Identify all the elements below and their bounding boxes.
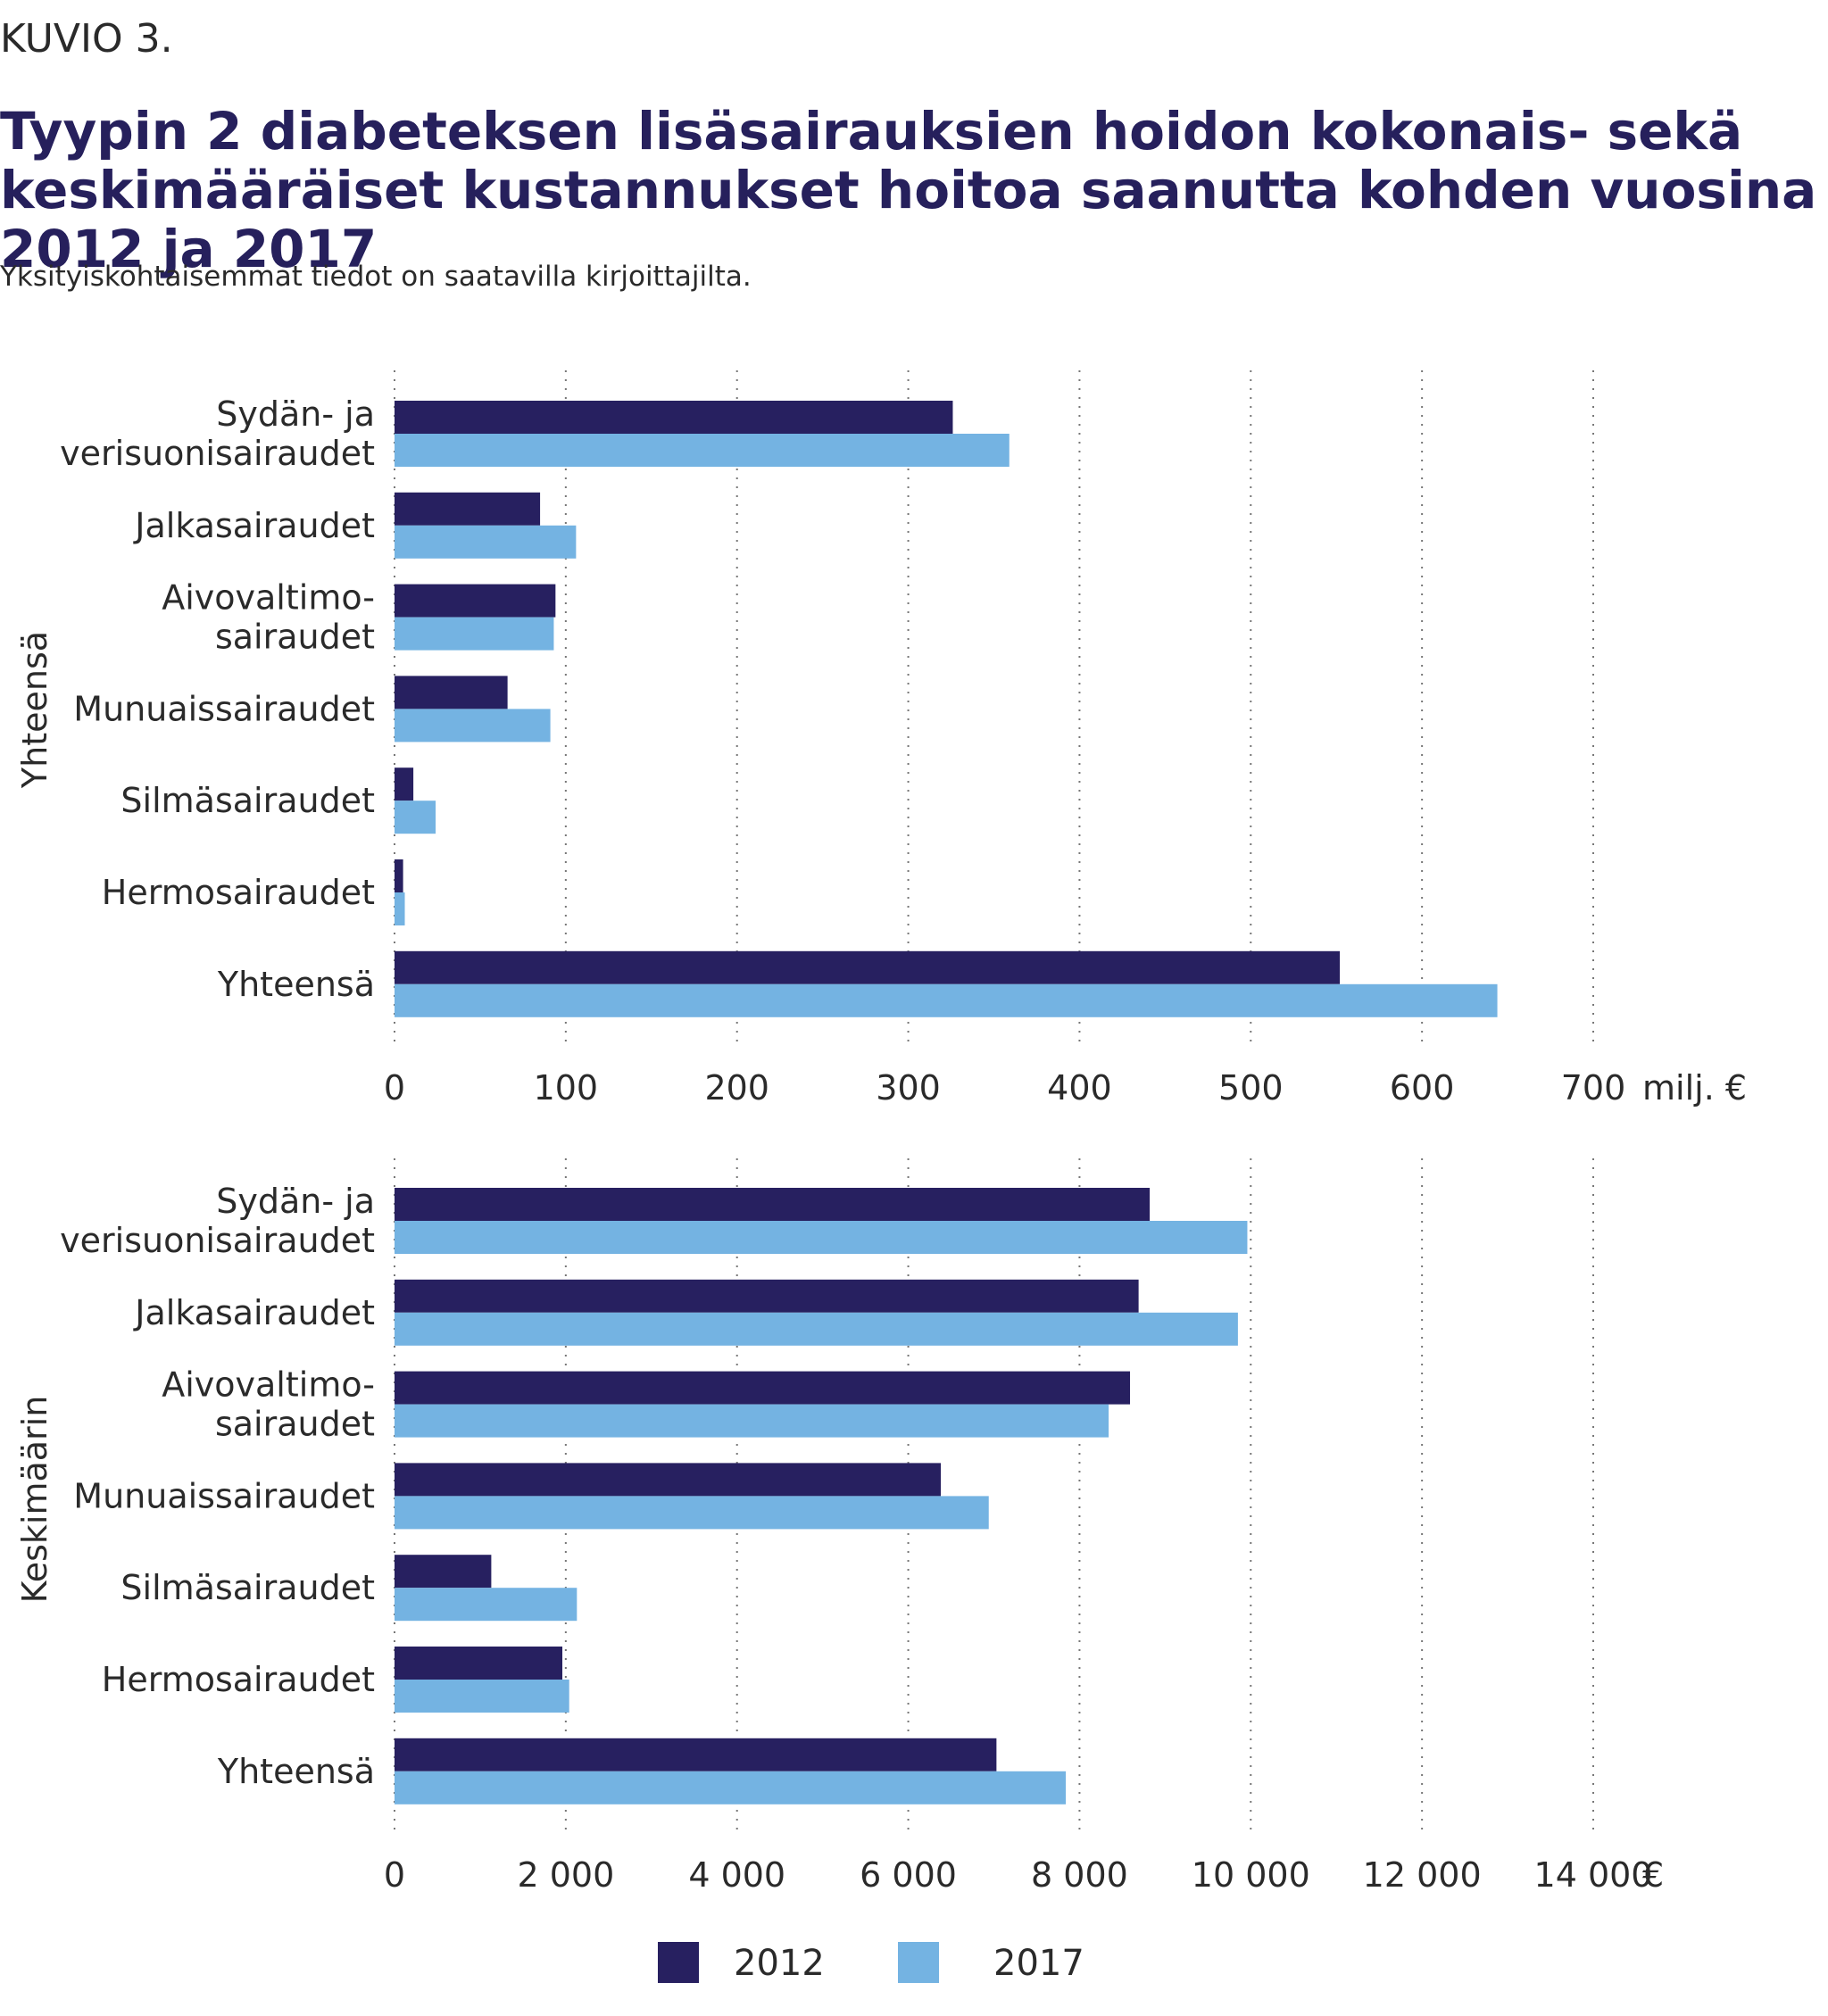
x-tick-label: 2 000	[517, 1855, 614, 1895]
legend-swatch-2012	[658, 1942, 699, 1983]
x-tick-label: 700	[1561, 1068, 1626, 1108]
legend-swatch-2017	[898, 1942, 939, 1983]
x-tick-label: 6 000	[860, 1855, 957, 1895]
category-label: Silmäsairaudet	[120, 781, 375, 820]
bar-2012	[395, 1371, 1131, 1405]
bar-2012	[395, 492, 541, 526]
category-label: Sydän- ja	[216, 1182, 375, 1221]
x-tick-label: 8 000	[1031, 1855, 1128, 1895]
bar-2012	[395, 584, 556, 618]
figure-label: KUVIO 3.	[0, 16, 173, 62]
x-tick-label: 0	[384, 1855, 405, 1895]
x-unit-label: milj. €	[1642, 1068, 1747, 1108]
category-label: Sydän- ja	[216, 394, 375, 434]
chart-subtitle: Yksityiskohtaisemmat tiedot on saatavill…	[0, 261, 752, 293]
panel-total-costs: 0 100 200 300 400 500 600 700 milj. € Yhteensä Syd…	[15, 370, 1747, 1108]
x-tick-label: 300	[876, 1068, 941, 1108]
x-tick-label: 4 000	[688, 1855, 785, 1895]
legend: 2012 2017	[658, 1942, 1084, 1984]
category-label: Hermosairaudet	[102, 873, 375, 912]
x-tick-label: 200	[704, 1068, 769, 1108]
bar-2012	[395, 1555, 492, 1589]
bar-2017	[395, 1588, 577, 1622]
bar-2012	[395, 950, 1341, 984]
x-tick-label: 0	[384, 1068, 405, 1108]
bar-2017	[395, 1496, 989, 1530]
category-label: Aivovaltimo-	[162, 578, 375, 618]
category-label: Jalkasairaudet	[133, 506, 375, 545]
x-tick-label: 14 000	[1534, 1855, 1653, 1895]
bar-2012	[395, 1279, 1139, 1313]
category-label: Munuaissairaudet	[73, 1476, 375, 1515]
bar-2012	[395, 1647, 563, 1680]
legend-label: 2012	[734, 1943, 825, 1984]
category-label: verisuonisairaudet	[60, 1221, 375, 1260]
bar-2017	[395, 892, 405, 925]
bar-2017	[395, 709, 551, 743]
bar-2012	[395, 401, 953, 434]
category-label: Yhteensä	[217, 1752, 375, 1791]
group-label: Keskimäärin	[15, 1396, 54, 1604]
bar-2017	[395, 1404, 1109, 1438]
chart-title: Tyypin 2 diabeteksen lisäsairauksien hoi…	[0, 101, 1817, 279]
category-label: sairaudet	[215, 1405, 375, 1444]
category-label: sairaudet	[215, 618, 375, 657]
bar-2017	[395, 801, 436, 834]
x-unit-label: €	[1642, 1855, 1664, 1895]
bar-2017	[395, 983, 1498, 1017]
category-label: Jalkasairaudet	[133, 1293, 375, 1332]
bar-2017	[395, 1680, 569, 1713]
category-label: Munuaissairaudet	[73, 689, 375, 728]
bar-2012	[395, 676, 508, 709]
bar-2012	[395, 1463, 942, 1497]
bar-2012	[395, 1188, 1151, 1221]
x-tick-label: 10 000	[1192, 1855, 1310, 1895]
x-tick-label: 600	[1390, 1068, 1455, 1108]
bar-2017	[395, 434, 1010, 467]
x-tick-label: 500	[1218, 1068, 1284, 1108]
bar-2012	[395, 859, 403, 892]
bar-2017	[395, 617, 554, 651]
category-label: Hermosairaudet	[102, 1660, 375, 1699]
x-tick-label: 400	[1047, 1068, 1112, 1108]
bar-2012	[395, 767, 414, 801]
bar-2012	[395, 1738, 997, 1771]
bar-2017	[395, 525, 577, 559]
x-tick-label: 12 000	[1363, 1855, 1482, 1895]
category-label: verisuonisairaudet	[60, 434, 375, 473]
bar-2017	[395, 1312, 1238, 1346]
category-label: Aivovaltimo-	[162, 1365, 375, 1405]
x-tick-label: 100	[534, 1068, 599, 1108]
category-label: Yhteensä	[217, 965, 375, 1004]
panel-average-costs: 0 2 000 4 000 6 000 8 000 10 000 12 000 14 000€…	[15, 1158, 1664, 1895]
category-label: Silmäsairaudet	[120, 1568, 375, 1607]
bar-2017	[395, 1221, 1248, 1254]
group-label: Yhteensä	[15, 631, 54, 789]
legend-label: 2017	[993, 1943, 1084, 1984]
bar-2017	[395, 1771, 1067, 1804]
